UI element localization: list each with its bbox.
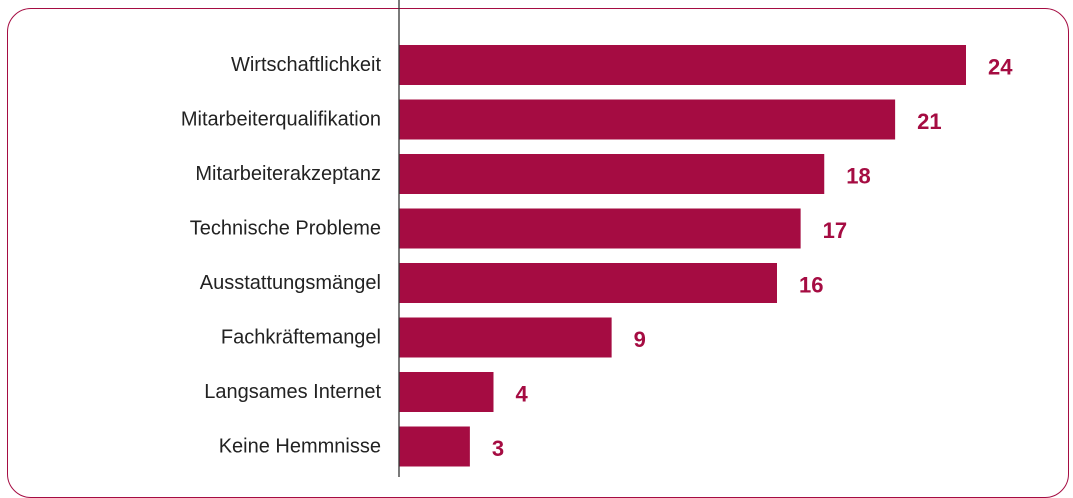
- category-label: Technische Probleme: [190, 218, 381, 240]
- bar: [399, 426, 470, 467]
- category-label: Fachkräftemangel: [221, 327, 381, 349]
- value-labels-layer: 24 21 18 17 16 9 4 3: [492, 55, 1013, 462]
- bar: [399, 317, 612, 358]
- bar: [399, 99, 896, 140]
- value-label: 21: [917, 109, 941, 134]
- value-label: 18: [846, 164, 870, 189]
- category-label: Mitarbeiterqualifikation: [181, 109, 381, 131]
- bar: [399, 45, 966, 85]
- value-label: 4: [516, 382, 529, 407]
- bar: [399, 263, 777, 303]
- category-label: Wirtschaftlichkeit: [231, 54, 381, 76]
- category-label: Keine Hemmnisse: [219, 436, 381, 458]
- horizontal-bar-chart: Wirtschaftlichkeit Mitarbeiterqualifikati…: [181, 0, 1013, 477]
- value-label: 9: [634, 327, 646, 352]
- category-label: Langsames Internet: [204, 381, 381, 403]
- value-label: 16: [799, 273, 823, 298]
- category-labels-layer: Wirtschaftlichkeit Mitarbeiterqualifikati…: [181, 54, 382, 458]
- bar: [399, 372, 494, 412]
- bar: [399, 154, 825, 194]
- category-label: Ausstattungsmängel: [200, 272, 381, 294]
- value-label: 3: [492, 436, 504, 461]
- value-label: 24: [988, 55, 1013, 80]
- bars-layer: [399, 45, 966, 467]
- value-label: 17: [823, 218, 847, 243]
- category-label: Mitarbeiterakzeptanz: [195, 163, 381, 185]
- bar: [399, 208, 801, 249]
